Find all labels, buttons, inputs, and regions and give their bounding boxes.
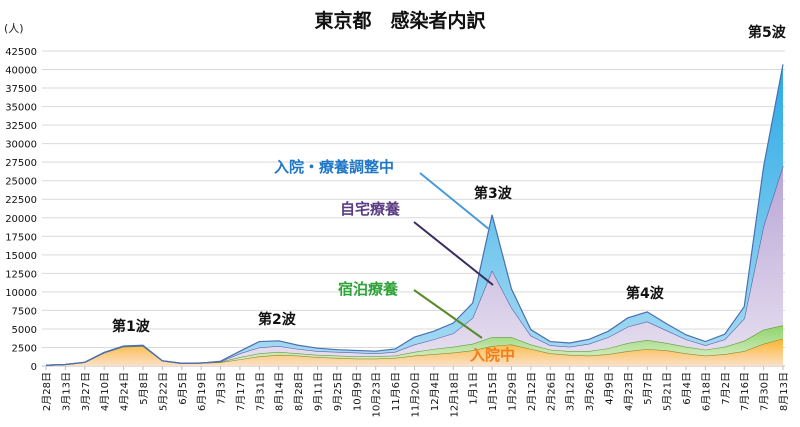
x-tick-label: 3月13日 bbox=[60, 372, 72, 411]
y-tick-label: 17500 bbox=[5, 232, 37, 243]
area-adjusting-outline bbox=[45, 64, 784, 366]
x-tick-label: 12月4日 bbox=[429, 372, 441, 411]
y-tick-label: 12500 bbox=[5, 269, 37, 280]
x-tick-label: 1月1日 bbox=[468, 372, 480, 405]
annotation-wave-2: 第2波 bbox=[258, 312, 296, 328]
area-hotel bbox=[46, 325, 783, 366]
x-tick-label: 7月16日 bbox=[739, 372, 751, 411]
x-tick-label: 7月30日 bbox=[759, 372, 771, 411]
x-tick-label: 9月25日 bbox=[332, 372, 344, 411]
x-tick-label: 1月29日 bbox=[506, 372, 518, 411]
x-tick-label: 3月12日 bbox=[565, 372, 577, 411]
y-tick-label: 42500 bbox=[5, 47, 37, 58]
x-tick-label: 4月10日 bbox=[99, 372, 111, 411]
y-tick-label: 37500 bbox=[5, 84, 37, 95]
x-tick-label: 5月22日 bbox=[157, 372, 169, 411]
x-tick-label: 7月17日 bbox=[235, 372, 247, 411]
x-tick-label: 2月28日 bbox=[41, 372, 53, 411]
x-tick-label: 9月11日 bbox=[313, 372, 325, 411]
y-tick-label: 32500 bbox=[5, 121, 37, 132]
y-axis-label: (人) bbox=[4, 22, 24, 35]
x-tick-label: 5月21日 bbox=[662, 372, 674, 411]
x-tick-label: 4月24日 bbox=[119, 372, 131, 411]
y-tick-label: 30000 bbox=[5, 140, 37, 151]
x-tick-label: 4月9日 bbox=[603, 372, 615, 405]
annotation-wave-1: 第1波 bbox=[112, 319, 150, 335]
y-tick-label: 35000 bbox=[5, 103, 37, 114]
y-tick-label: 10000 bbox=[5, 288, 37, 299]
x-tick-label: 3月26日 bbox=[584, 372, 596, 411]
x-tick-label: 2月26日 bbox=[545, 372, 557, 411]
x-tick-label: 6月19日 bbox=[196, 372, 208, 411]
x-tick-label: 7月2日 bbox=[720, 372, 732, 405]
x-tick-label: 7月3日 bbox=[216, 372, 228, 405]
x-tick-label: 2月12日 bbox=[526, 372, 538, 411]
y-tick-label: 15000 bbox=[5, 251, 37, 262]
y-tick-label: 27500 bbox=[5, 158, 37, 169]
annotation-wave-4: 第4波 bbox=[626, 286, 664, 302]
annotation-wave-5: 第5波 bbox=[748, 25, 786, 41]
x-tick-label: 11月6日 bbox=[390, 372, 402, 411]
x-tick-label: 10月9日 bbox=[351, 372, 363, 411]
x-tick-label: 4月23日 bbox=[623, 372, 635, 411]
legend-label-hotel: 宿泊療養 bbox=[338, 280, 399, 298]
x-tick-label: 8月14日 bbox=[274, 372, 286, 411]
y-tick-label: 22500 bbox=[5, 195, 37, 206]
y-tick-label: 7500 bbox=[12, 306, 37, 317]
area-home bbox=[46, 165, 783, 366]
annotation-wave-3: 第3波 bbox=[474, 186, 512, 202]
y-tick-label: 5000 bbox=[12, 325, 37, 336]
y-tick-label: 25000 bbox=[5, 177, 37, 188]
x-tick-label: 6月4日 bbox=[681, 372, 693, 405]
x-tick-label: 8月28日 bbox=[293, 372, 305, 411]
y-tick-label: 20000 bbox=[5, 214, 37, 225]
legend-label-home: 自宅療養 bbox=[340, 200, 401, 218]
y-tick-label: 0 bbox=[31, 362, 37, 373]
x-tick-label: 11月20日 bbox=[410, 372, 422, 417]
x-tick-label: 3月27日 bbox=[80, 372, 92, 411]
y-tick-label: 40000 bbox=[5, 66, 37, 77]
x-tick-label: 5月7日 bbox=[642, 372, 654, 405]
x-tick-label: 8月13日 bbox=[778, 372, 790, 411]
legend-label-adjusting: 入院・療養調整中 bbox=[274, 158, 395, 176]
area-hospitalized bbox=[46, 338, 783, 366]
area-adjusting bbox=[46, 64, 783, 366]
x-tick-label: 1月15日 bbox=[487, 372, 499, 411]
legend-label-hospital: 入院中 bbox=[470, 346, 516, 364]
leader-line-home bbox=[413, 221, 494, 286]
x-tick-label: 6月18日 bbox=[700, 372, 712, 411]
leader-line-hotel bbox=[413, 289, 483, 339]
x-tick-label: 12月18日 bbox=[448, 372, 460, 417]
x-tick-label: 6月5日 bbox=[177, 372, 189, 405]
x-tick-label: 7月31日 bbox=[254, 372, 266, 411]
chart-title: 東京都 感染者内訳 bbox=[314, 10, 486, 32]
leader-line-adjusting bbox=[419, 172, 491, 231]
y-tick-label: 2500 bbox=[12, 343, 37, 354]
x-tick-label: 5月8日 bbox=[138, 372, 150, 405]
x-tick-label: 10月23日 bbox=[371, 372, 383, 417]
